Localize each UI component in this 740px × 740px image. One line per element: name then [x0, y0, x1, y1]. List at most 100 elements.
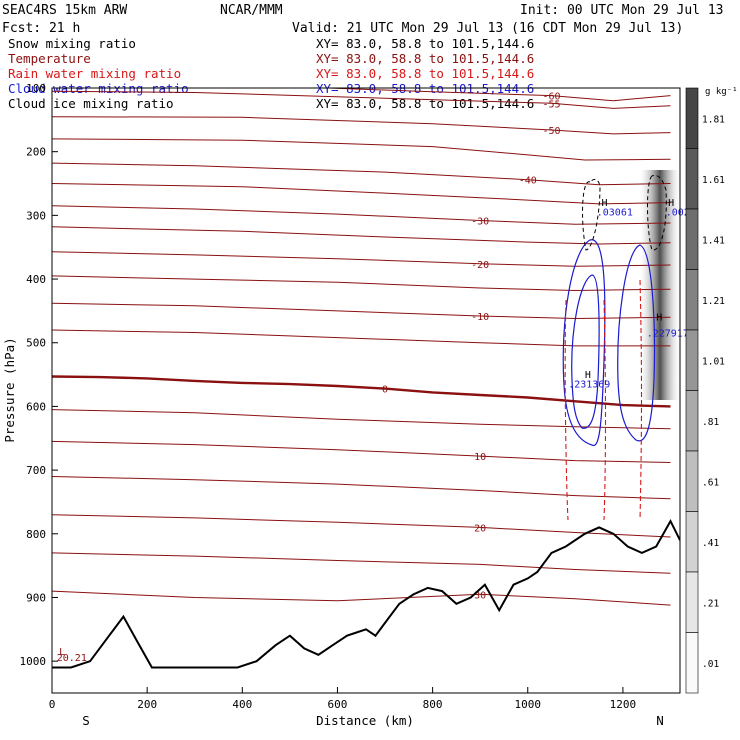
- chart-annotation: L: [59, 647, 65, 658]
- init-time: Init: 00 UTC Mon 29 Jul 13: [520, 3, 724, 18]
- temperature-contour: [52, 183, 671, 205]
- chart-annotation: .0026: [666, 207, 696, 218]
- chart-annotation: H: [656, 312, 662, 323]
- legend-cloud-ice-name: Cloud ice mixing ratio: [8, 96, 174, 111]
- temperature-contour: [52, 116, 671, 135]
- temperature-contour: [52, 440, 671, 463]
- forecast-hour: Fcst: 21 h: [2, 21, 80, 36]
- temperature-contour: [52, 329, 671, 347]
- south-label: S: [82, 713, 90, 728]
- terrain-line: [52, 518, 680, 669]
- temperature-contour: [52, 162, 671, 186]
- colorbar: g kg⁻¹ 1.81 1.61 1.41 1.21 1.01 .81 .61 .41 .21.…: [685, 87, 738, 694]
- legend-snow-xy: XY= 83.0, 58.8 to 101.5,144.6: [316, 36, 534, 51]
- temperature-contour-label: 30: [474, 590, 486, 601]
- x-tick-label: 600: [328, 698, 348, 711]
- legend-rain-xy: XY= 83.0, 58.8 to 101.5,144.6: [316, 66, 534, 81]
- temperature-contour-label: -55: [543, 99, 561, 110]
- colorbar-label: 1.01: [702, 356, 725, 367]
- legend: Snow mixing ratio XY= 83.0, 58.8 to 101.…: [8, 36, 534, 111]
- temperature-contour: [52, 552, 671, 574]
- colorbar-cell: [685, 632, 699, 694]
- colorbar-unit: g kg⁻¹: [705, 87, 738, 97]
- axis-ticks: 0 200 400 600 800 1000 12001002003004005006007…: [20, 82, 637, 711]
- valid-time: Valid: 21 UTC Mon 29 Jul 13 (16 CDT Mon …: [292, 21, 683, 36]
- y-axis-title: Pressure (hPa): [2, 337, 17, 442]
- legend-snow-name: Snow mixing ratio: [8, 36, 136, 51]
- colorbar-label: .41: [702, 538, 719, 549]
- temperature-contour-label: 10: [474, 452, 486, 463]
- temperature-contour-label: 20: [474, 523, 486, 534]
- temperature-contour-label: -10: [471, 312, 489, 323]
- temperature-contour: [52, 409, 671, 430]
- chart-annotation: .227917: [647, 328, 689, 339]
- chart-annotation: H: [585, 370, 591, 381]
- north-label: N: [656, 713, 664, 728]
- y-tick-label: 800: [26, 528, 46, 541]
- x-tick-label: 0: [49, 698, 56, 711]
- temperature-contour-label: -30: [471, 216, 489, 227]
- cloud-ice-shading: [640, 170, 680, 400]
- temperature-contour: [52, 302, 671, 320]
- org-label: NCAR/MMM: [220, 3, 283, 18]
- y-tick-label: 600: [26, 400, 46, 413]
- x-tick-label: 1200: [610, 698, 637, 711]
- temperature-contour-label: -60: [543, 92, 561, 103]
- x-tick-label: 800: [423, 698, 443, 711]
- temperature-contour: [52, 205, 671, 225]
- legend-temperature-name: Temperature: [8, 51, 91, 66]
- temperature-contour: [52, 590, 671, 606]
- legend-rain-name: Rain water mixing ratio: [8, 66, 181, 81]
- colorbar-label: 1.21: [702, 296, 725, 307]
- colorbar-label: .01: [702, 659, 719, 670]
- colorbar-cell: [685, 208, 699, 270]
- y-tick-label: 400: [26, 273, 46, 286]
- temperature-contour: [52, 138, 671, 161]
- colorbar-label: .61: [702, 477, 719, 488]
- legend-temperature-xy: XY= 83.0, 58.8 to 101.5,144.6: [316, 51, 534, 66]
- temperature-contours: -60-55 -50 -40 -30 -20 -10 0 10 20 30: [52, 88, 671, 606]
- x-tick-label: 400: [232, 698, 252, 711]
- hydrometeor-contours: [562, 174, 667, 521]
- temperature-contour: [315, 88, 671, 102]
- colorbar-cell: [685, 450, 699, 512]
- chart-annotation: H: [602, 198, 608, 209]
- colorbar-cell: [685, 269, 699, 331]
- plot-frame: [51, 87, 681, 694]
- temperature-contour: [52, 375, 671, 408]
- temperature-contour-label: 0: [382, 385, 388, 396]
- temperature-contour: [52, 226, 671, 245]
- colorbar-label: .81: [702, 417, 719, 428]
- model-title: SEAC4RS 15km ARW: [2, 3, 127, 18]
- colorbar-label: 1.61: [702, 175, 725, 186]
- x-tick-label: 200: [137, 698, 157, 711]
- colorbar-cell: [685, 87, 699, 149]
- temperature-contour: [52, 251, 671, 267]
- y-tick-label: 700: [26, 464, 46, 477]
- temperature-contour: [52, 514, 671, 538]
- header: SEAC4RS 15km ARW NCAR/MMM Init: 00 UTC M…: [2, 3, 724, 36]
- temperature-contour-label: -50: [543, 126, 561, 137]
- temperature-contour: [52, 476, 671, 500]
- colorbar-cell: [685, 571, 699, 633]
- y-tick-label: 1000: [20, 655, 47, 668]
- temperature-contour: [52, 90, 671, 109]
- chart-annotation: H: [668, 198, 674, 209]
- colorbar-cell: [685, 390, 699, 452]
- chart-annotation: .231369: [568, 379, 610, 390]
- y-tick-label: 300: [26, 209, 46, 222]
- y-tick-label: 500: [26, 337, 46, 350]
- chart-annotation: 20.21: [57, 653, 87, 664]
- colorbar-label: .21: [702, 598, 719, 609]
- x-axis-title: Distance (km): [316, 713, 414, 728]
- y-tick-label: 200: [26, 146, 46, 159]
- y-tick-label: 100: [26, 82, 46, 95]
- colorbar-cell: [685, 148, 699, 210]
- temperature-contour-label: -40: [519, 176, 537, 187]
- legend-cloud-ice-xy: XY= 83.0, 58.8 to 101.5,144.6: [316, 96, 534, 111]
- colorbar-cell: [685, 511, 699, 573]
- temperature-contour-label: -20: [471, 260, 489, 271]
